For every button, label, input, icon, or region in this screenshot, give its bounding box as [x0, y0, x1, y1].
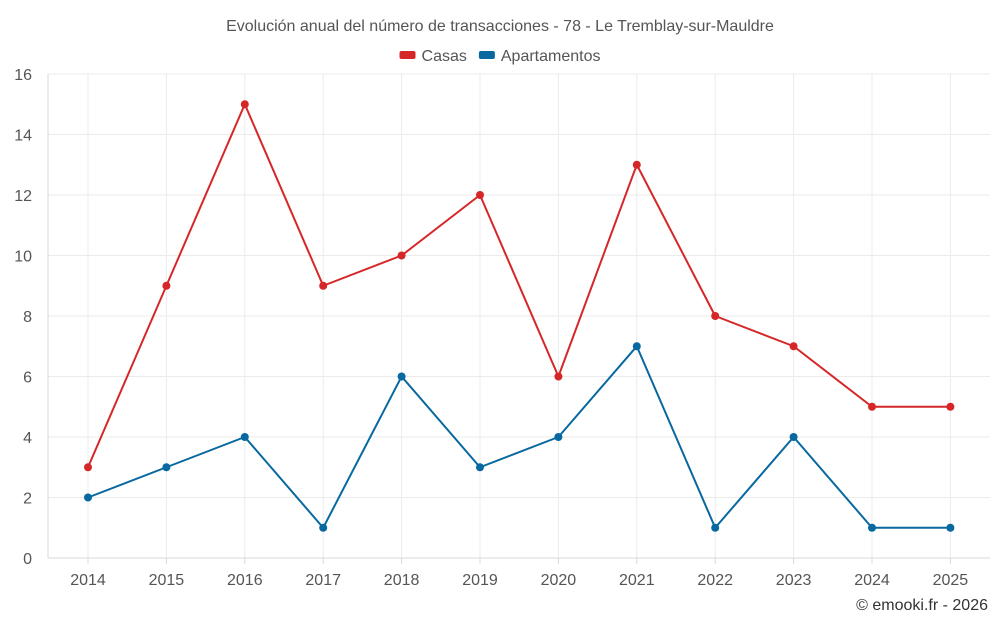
- x-tick-label: 2020: [541, 572, 577, 589]
- x-axis: 2014 2015 2016 2017 2018 2019 2020 2021 2022 2023…: [48, 557, 990, 589]
- data-point-apartamentos[interactable]: [240, 433, 249, 441]
- data-point-casas[interactable]: [84, 463, 92, 472]
- x-tick-label: 2022: [697, 572, 733, 589]
- series-group: [84, 100, 955, 532]
- series-casas: [84, 100, 955, 472]
- data-point-casas[interactable]: [397, 251, 406, 260]
- grid-lines: [48, 73, 990, 558]
- y-tick-label: 14: [14, 128, 32, 145]
- data-point-apartamentos[interactable]: [476, 463, 484, 472]
- y-tick-label: 2: [23, 491, 32, 508]
- series-apartamentos: [84, 342, 955, 532]
- x-tick-label: 2015: [149, 572, 185, 589]
- legend-label-apartamentos[interactable]: Apartamentos: [501, 48, 601, 65]
- data-point-apartamentos[interactable]: [162, 463, 171, 472]
- x-tick-label: 2018: [384, 572, 420, 589]
- x-tick-label: 2017: [305, 572, 341, 589]
- x-tick-label: 2021: [619, 572, 655, 589]
- data-point-casas[interactable]: [789, 342, 798, 351]
- legend-swatch-casas[interactable]: [399, 51, 416, 59]
- x-tick-label: 2019: [462, 572, 498, 589]
- data-point-casas[interactable]: [554, 372, 563, 381]
- x-tick-label: 2023: [776, 572, 812, 589]
- y-tick-label: 6: [23, 370, 32, 387]
- data-point-casas[interactable]: [240, 100, 249, 109]
- x-tick-label: 2014: [70, 572, 106, 589]
- data-point-casas[interactable]: [868, 402, 876, 411]
- data-point-apartamentos[interactable]: [397, 372, 406, 381]
- data-point-apartamentos[interactable]: [84, 493, 92, 502]
- credit-text: © emooki.fr - 2026: [856, 597, 988, 614]
- data-point-casas[interactable]: [711, 312, 720, 320]
- y-tick-label: 8: [23, 309, 32, 326]
- legend: Casas Apartamentos: [399, 48, 601, 65]
- y-tick-label: 4: [23, 430, 32, 447]
- legend-swatch-apartamentos[interactable]: [478, 51, 495, 59]
- legend-label-casas[interactable]: Casas: [422, 48, 467, 65]
- data-point-apartamentos[interactable]: [946, 523, 955, 532]
- data-point-apartamentos[interactable]: [319, 523, 328, 532]
- x-tick-label: 2024: [854, 572, 890, 589]
- data-point-casas[interactable]: [162, 281, 171, 290]
- data-point-apartamentos[interactable]: [789, 433, 798, 441]
- data-point-apartamentos[interactable]: [711, 523, 720, 532]
- data-point-apartamentos[interactable]: [554, 433, 563, 441]
- series-line-casas: [87, 103, 951, 468]
- x-tick-label: 2025: [933, 572, 969, 589]
- data-point-apartamentos[interactable]: [868, 523, 876, 532]
- y-tick-label: 0: [23, 551, 32, 568]
- y-axis: 0 2 4 6 8 10 12 14 16: [14, 67, 49, 568]
- data-point-casas[interactable]: [632, 160, 641, 169]
- x-tick-label: 2016: [227, 572, 263, 589]
- series-line-apartamentos: [87, 345, 951, 529]
- data-point-casas[interactable]: [946, 402, 955, 411]
- data-point-apartamentos[interactable]: [632, 342, 641, 351]
- y-tick-label: 12: [14, 188, 32, 205]
- data-point-casas[interactable]: [476, 191, 484, 199]
- data-point-casas[interactable]: [319, 281, 328, 290]
- y-tick-label: 10: [14, 249, 32, 266]
- chart-title: Evolución anual del número de transaccio…: [226, 18, 774, 35]
- y-tick-label: 16: [14, 67, 32, 84]
